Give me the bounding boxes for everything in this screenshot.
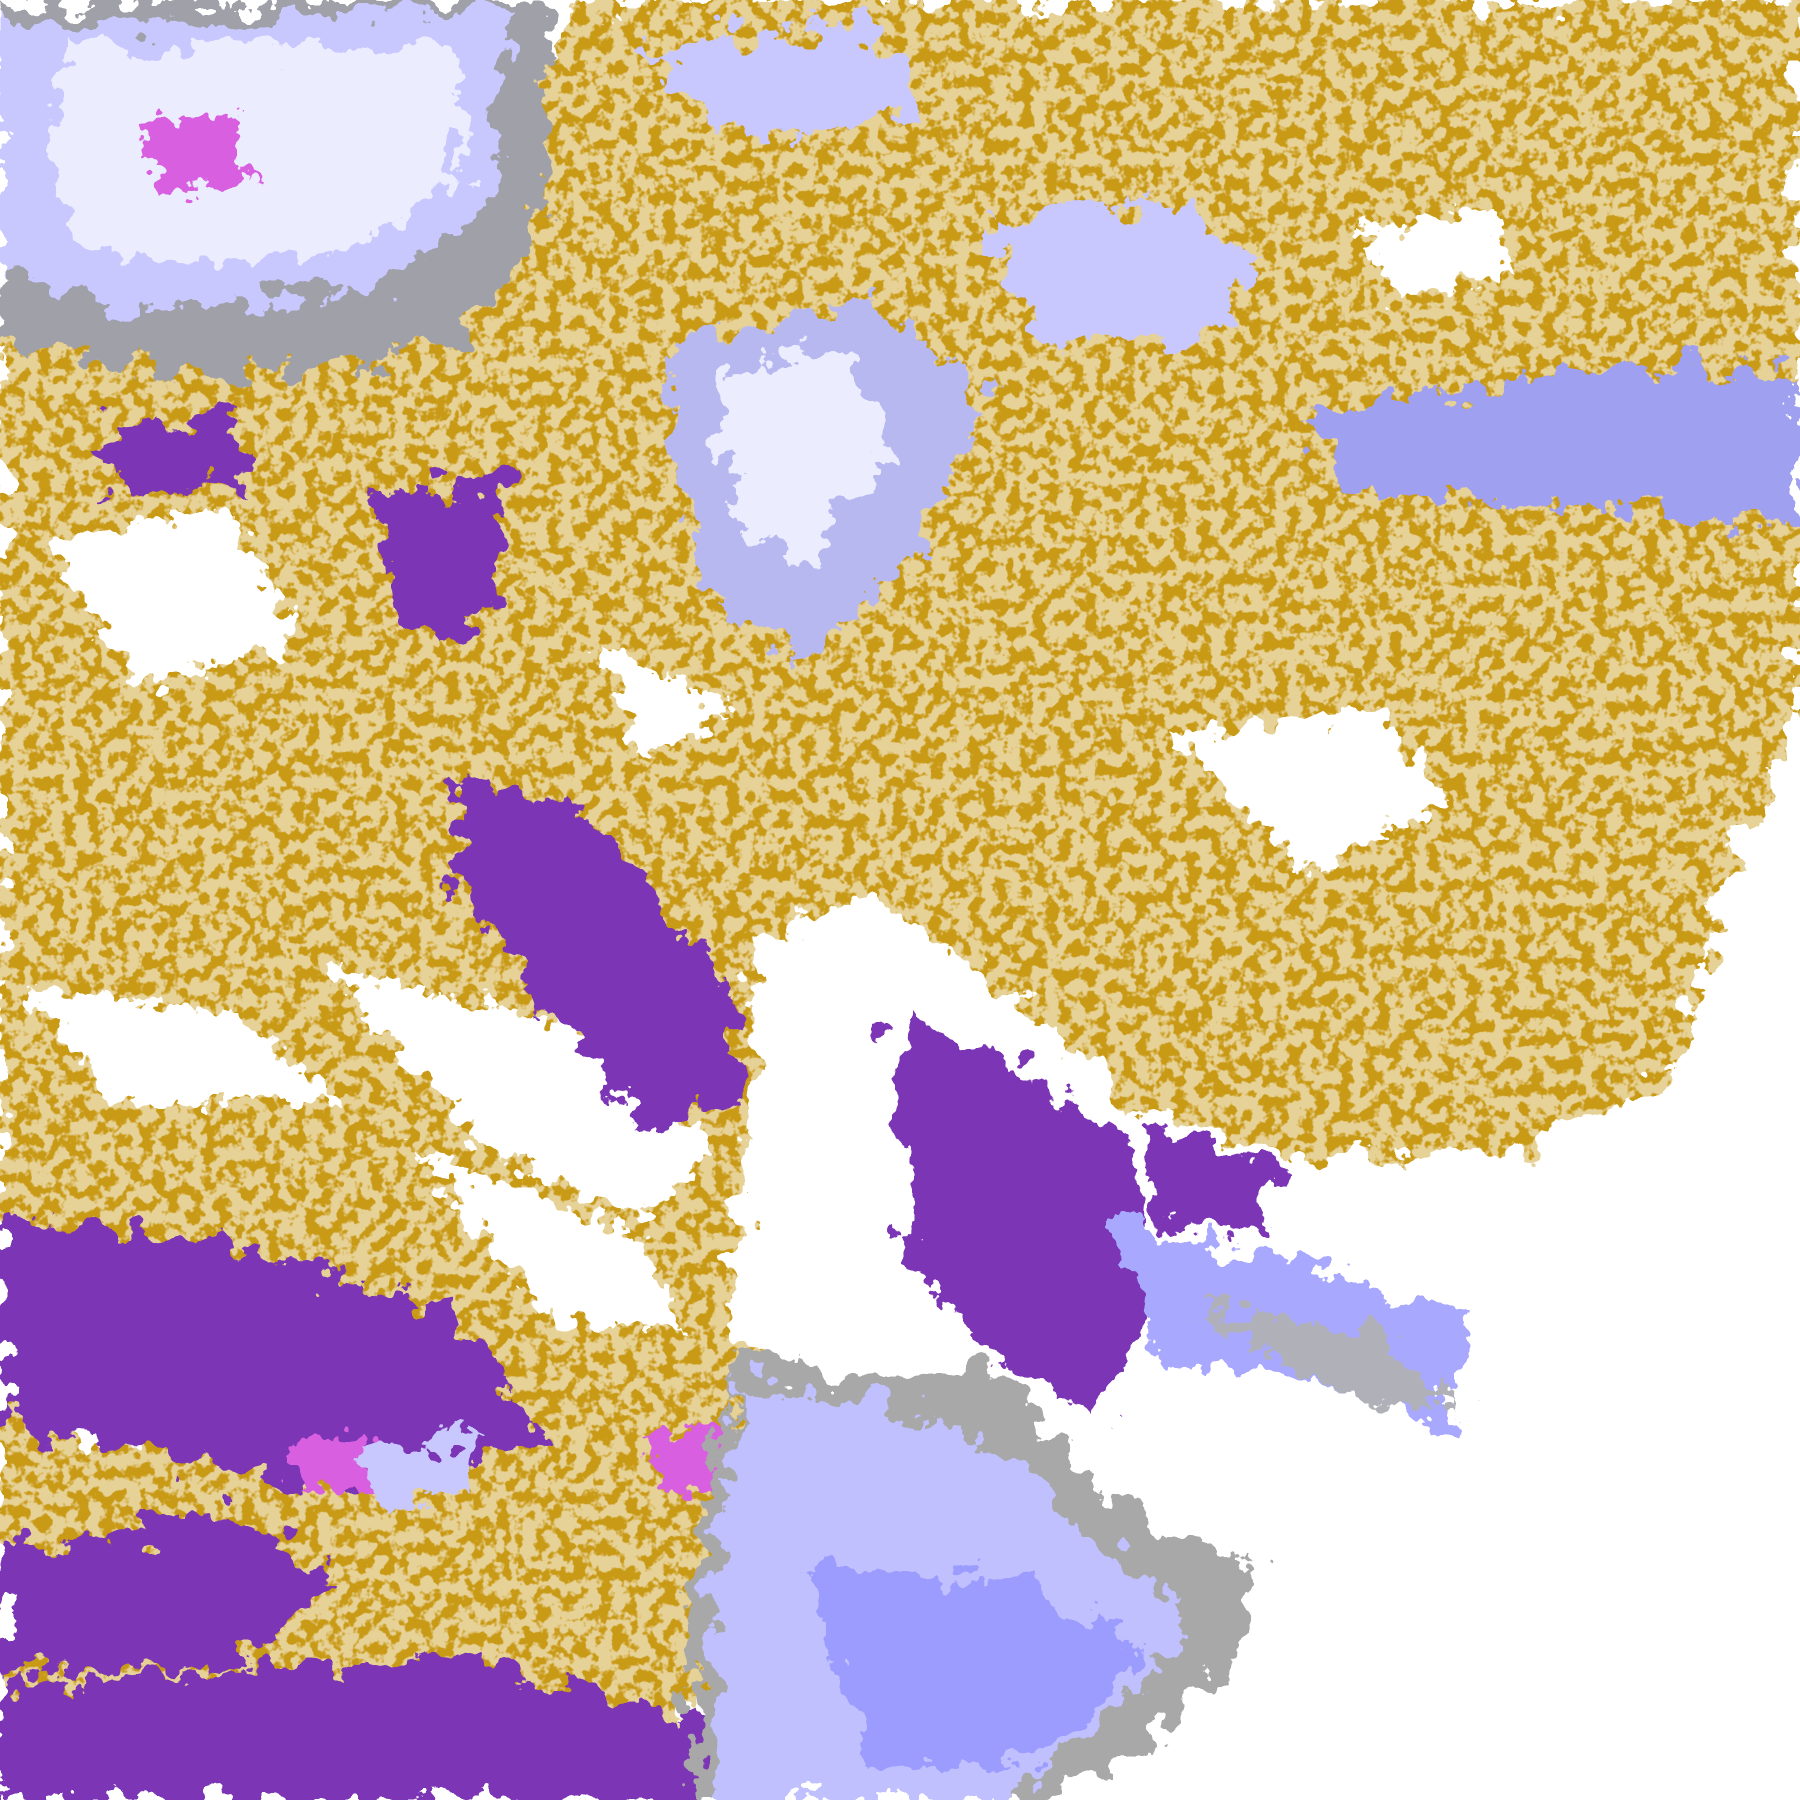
magenta-patches [137,114,735,1493]
purple-regions [0,413,1286,1800]
upper-clouds [0,0,1800,666]
lower-clouds [367,1216,1470,1800]
